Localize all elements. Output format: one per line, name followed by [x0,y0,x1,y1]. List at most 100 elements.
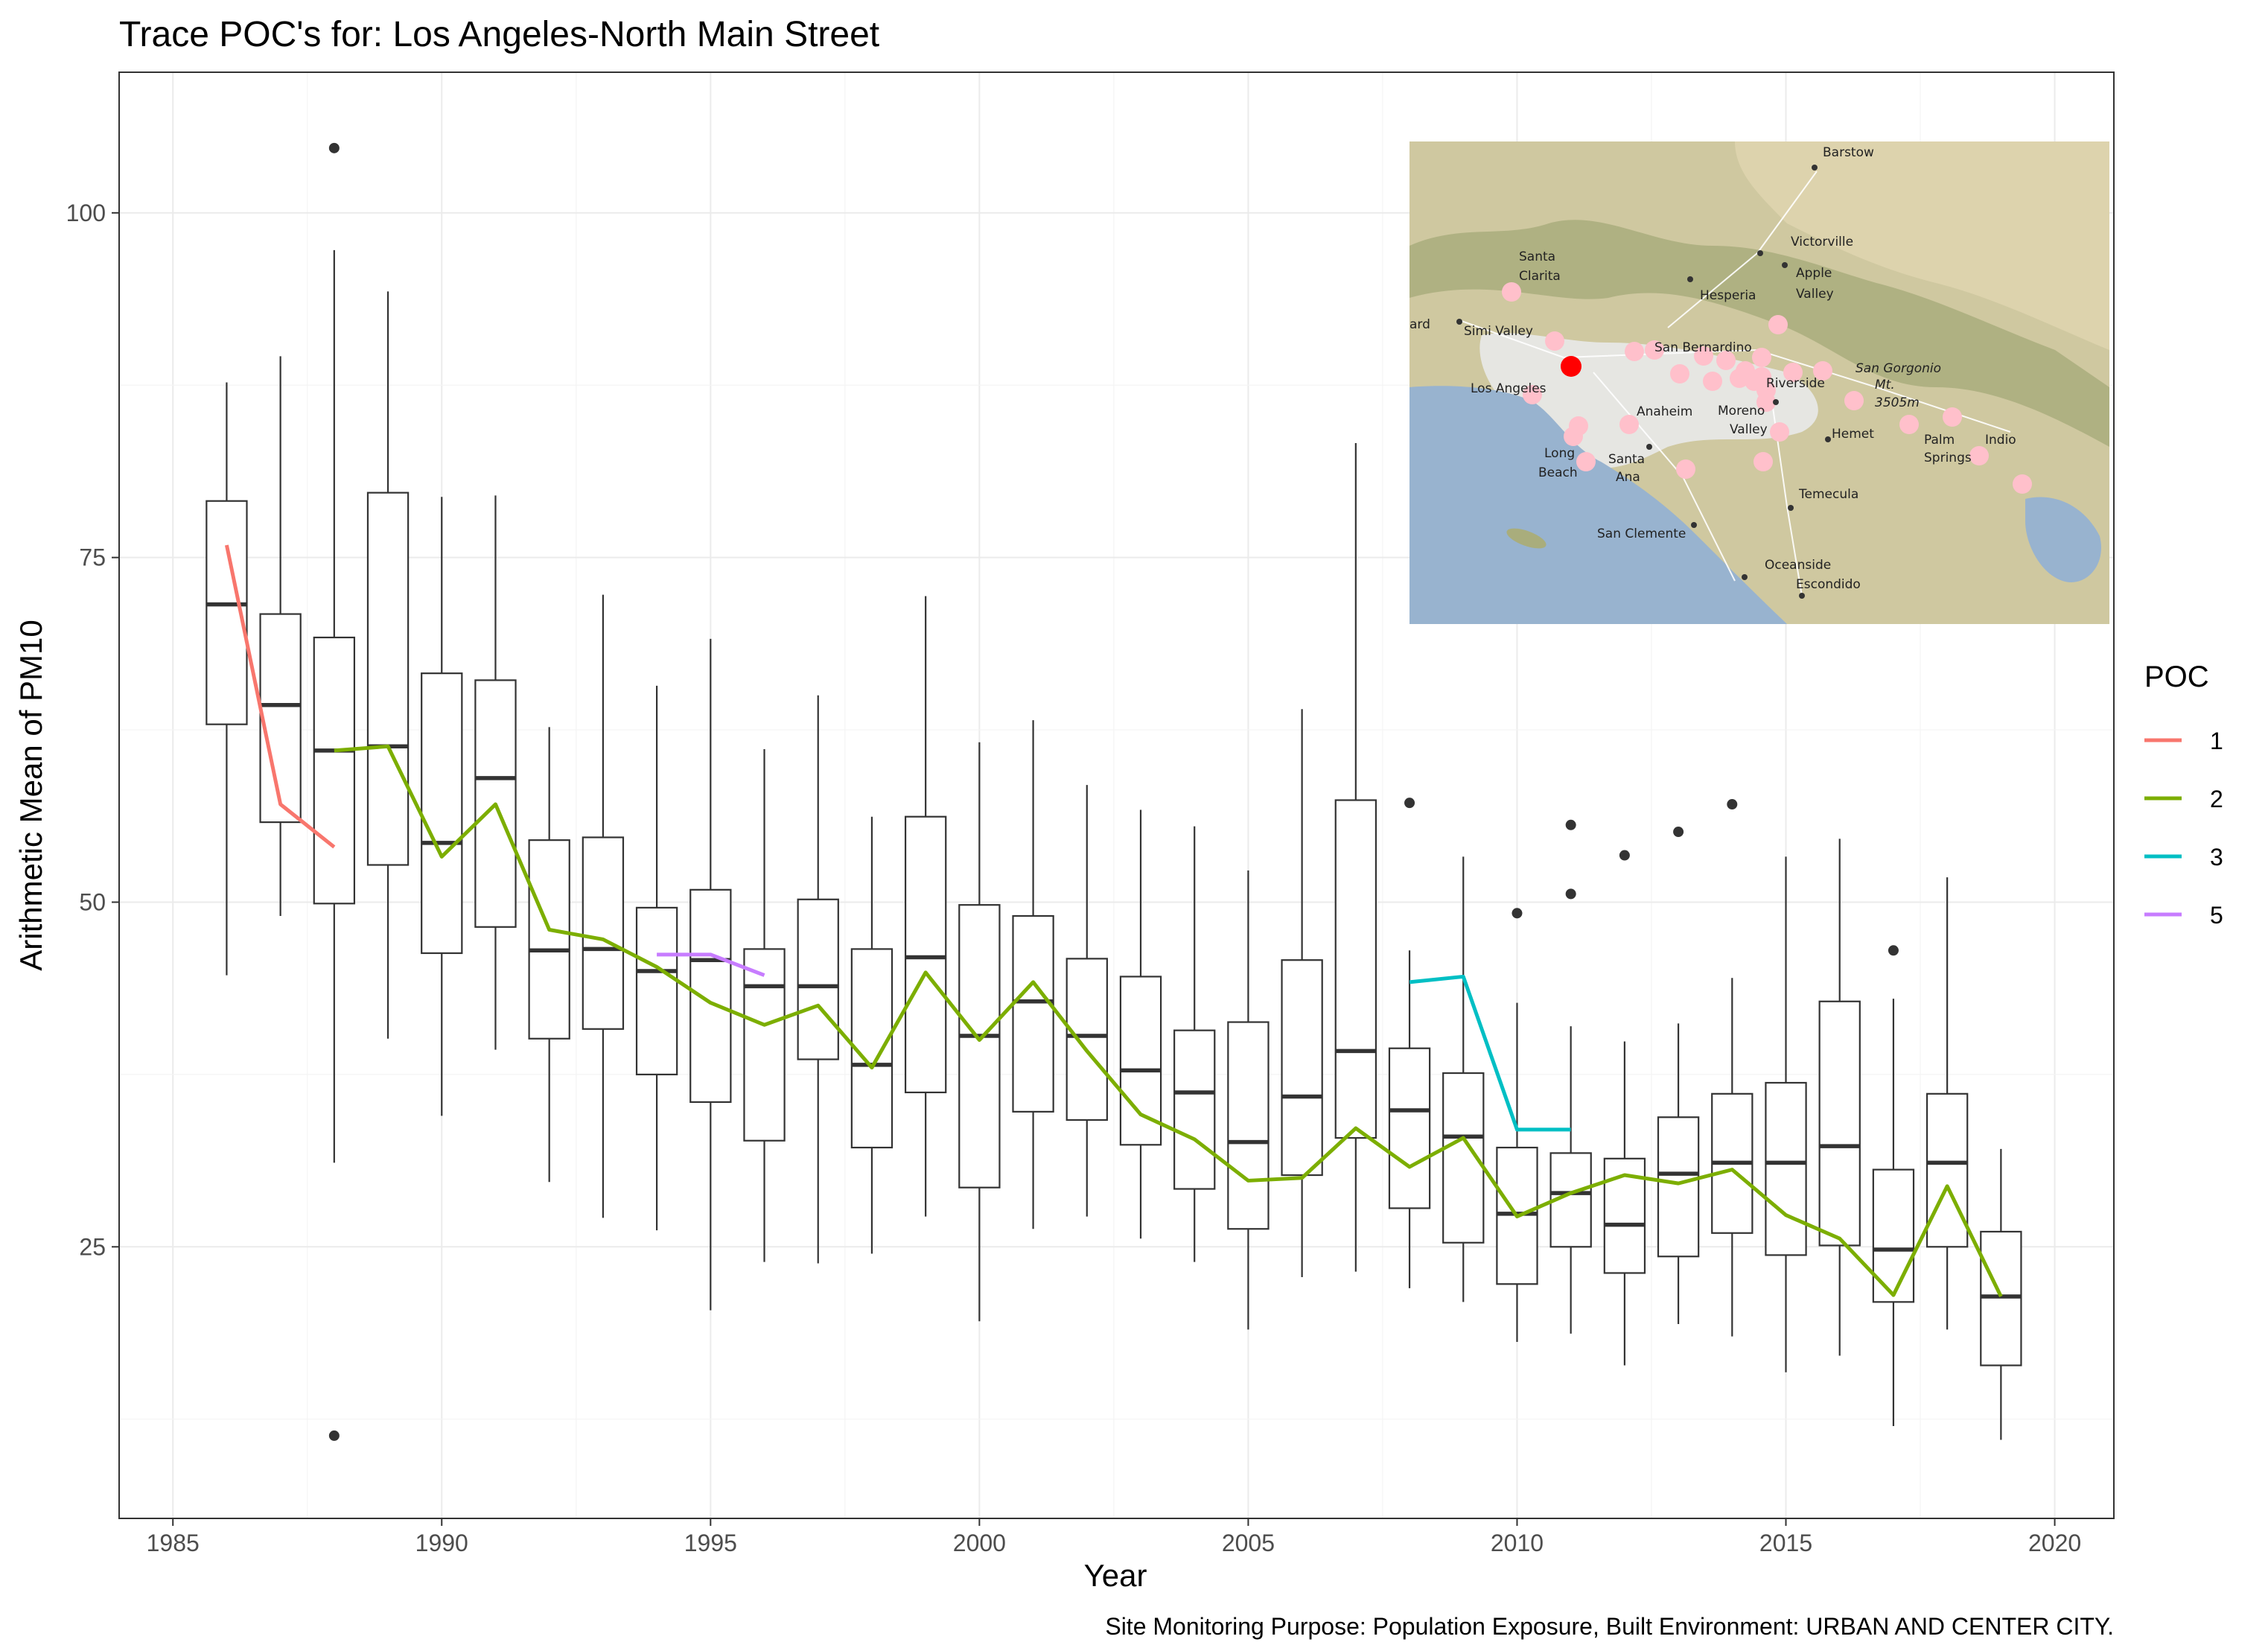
monitor-site-marker [1523,385,1542,404]
city-dot [1812,165,1818,171]
map-island [1506,528,1546,549]
city-dot [1646,444,1652,450]
monitor-site-marker [1625,342,1644,361]
outlier-point [1512,908,1523,919]
box-iqr [259,613,302,824]
monitor-site-marker [1619,415,1639,434]
monitor-site-marker [1670,364,1689,384]
monitor-site-marker [2013,474,2032,494]
legend-label-poc-2: 2 [2210,786,2223,812]
map-mountains [1409,220,2109,447]
map-place-label: Escondido [1796,577,1861,592]
map-place-label: Ana [1616,470,1640,485]
map-place-label: Hemet [1832,427,1874,442]
map-place-label: Anaheim [1637,404,1692,419]
box-2003 [1119,809,1162,1239]
box-1988 [313,142,356,1441]
map-place-label: Los Angeles [1471,381,1546,396]
map-place-label: Simi Valley [1464,324,1533,339]
y-tick-label: 100 [66,200,106,226]
x-tick-label: 1995 [684,1530,737,1556]
monitor-site-marker [1899,415,1919,434]
monitor-site-marker [1753,452,1773,471]
legend-label-poc-3: 3 [2210,844,2223,871]
boxplot-layer [206,142,2022,1441]
box-2000 [958,742,1001,1322]
monitor-site-marker [1645,340,1664,360]
city-dot [1691,522,1697,528]
x-tick-label: 1985 [147,1530,200,1556]
box-2014 [1711,799,1753,1337]
box-1987 [259,356,302,916]
outlier-point [328,142,340,153]
city-dot [1782,262,1788,268]
map-place-label: Santa [1608,452,1645,467]
legend-title: POC [2144,661,2209,693]
box-2008 [1388,798,1431,1288]
inset-map: Barstow Victorville Apple Valley Santa Clarit… [1409,141,2109,624]
map-place-label: 3505m [1875,395,1920,410]
map-place-label: Oceanside [1765,558,1831,573]
box-iqr [689,888,732,1104]
box-1996 [743,748,786,1262]
box-iqr [1281,959,1323,1177]
outlier-point [1727,799,1738,810]
monitor-site-marker [1752,348,1771,367]
monitor-site-marker [1545,331,1564,351]
map-place-label: Valley [1796,287,1834,302]
chart-title: Trace POC's for: Los Angeles-North Main … [119,15,879,54]
legend-label-poc-5: 5 [2210,902,2223,929]
map-place-label: San Clemente [1597,526,1686,541]
map-desert [1735,141,2109,350]
plot-border [118,71,2115,1519]
x-axis-title: Year [1084,1558,1147,1593]
monitor-site-marker [1813,361,1832,381]
box-2016 [1818,839,1861,1356]
map-place-label: Santa [1519,249,1555,264]
monitor-site-marker [1694,346,1713,366]
y-tick-label: 25 [79,1233,106,1260]
x-tick-label: 2000 [953,1530,1006,1556]
box-iqr [1012,914,1054,1113]
city-dot [1757,250,1763,256]
box-2013 [1657,827,1700,1324]
box-iqr [1119,976,1162,1146]
box-1994 [635,685,678,1231]
map-labels: Barstow Victorville Apple Valley Santa Clarit… [1409,145,2016,599]
x-axis: 1985 1990 1995 2000 2005 2010 2015 2020 [147,1518,2081,1556]
box-1992 [528,727,570,1183]
box-1993 [582,594,625,1218]
map-place-label: Barstow [1823,145,1874,160]
box-iqr [1334,799,1377,1139]
monitor-site-marker [1844,391,1864,410]
box-iqr [904,815,947,1094]
box-2001 [1012,720,1054,1229]
box-iqr [1388,1047,1431,1209]
monitor-site-marker [1676,459,1695,479]
monitor-site-marker [1576,452,1596,471]
legend-label-poc-1: 1 [2210,728,2223,754]
box-iqr [1980,1230,2022,1366]
box-iqr [366,491,410,866]
map-salton-sea [2025,497,2101,582]
map-place-label: Moreno [1718,404,1765,419]
outlier-point [1565,888,1576,900]
box-1997 [797,695,839,1264]
city-dot [1687,276,1693,282]
monitor-site-marker [1783,363,1803,382]
x-tick-label: 2015 [1759,1530,1812,1556]
map-place-label: Beach [1538,465,1578,480]
map-place-label: Hesperia [1700,288,1756,303]
box-2007 [1334,442,1377,1272]
map-place-label: San Gorgonio [1856,361,1941,376]
box-iqr [850,948,893,1149]
map-place-label: Temecula [1798,487,1858,502]
box-iqr [1065,958,1108,1121]
monitor-site-marker [1969,446,1989,465]
monitor-site-marker [1770,422,1789,442]
y-axis: 25 50 75 100 [66,200,119,1260]
box-1989 [366,291,410,1039]
caption: Site Monitoring Purpose: Population Expo… [1105,1613,2114,1640]
box-2010 [1496,908,1538,1343]
x-tick-label: 1990 [415,1530,468,1556]
